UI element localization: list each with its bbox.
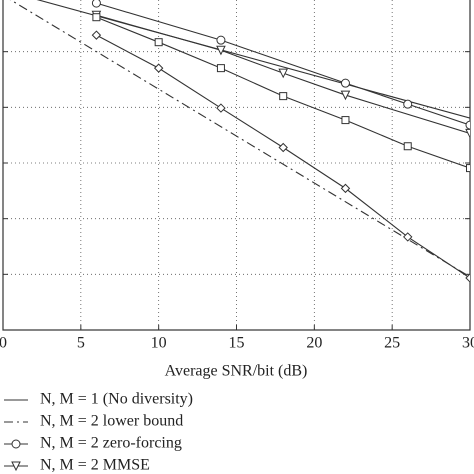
marker [340,183,351,194]
marker [465,273,470,283]
marker [403,232,413,242]
marker [279,92,288,101]
x-tick-label: 5 [77,335,85,352]
x-tick-label: 30 [462,335,474,352]
marker [465,120,470,130]
x-tick-label: 15 [229,335,245,352]
x-tick-label: 0 [0,335,7,352]
marker [11,461,21,472]
marker [216,45,226,56]
marker [216,64,225,73]
marker [91,0,101,8]
marker [154,38,163,47]
marker [340,78,350,88]
x-tick-label: 10 [151,335,167,352]
marker [91,30,102,40]
legend-label: N, M = 2 lower bound [40,413,183,430]
marker [466,164,470,173]
series-line [9,0,470,278]
marker [92,13,101,22]
marker [278,68,289,79]
marker [216,35,226,45]
legend-label: N, M = 2 MMSE [40,457,150,474]
plot-area [9,0,470,283]
legend-label: N, M = 2 zero-forcing [40,435,182,452]
marker [341,116,350,125]
marker [403,142,412,151]
marker [403,99,413,109]
series-line [36,0,470,119]
x-tick-label: 25 [384,335,400,352]
marker [465,128,470,139]
marker [153,63,164,73]
marker [278,142,288,153]
marker [340,90,351,101]
x-axis-label: Average SNR/bit (dB) [165,363,308,380]
series-line [96,2,470,126]
plot-frame [2,0,471,331]
x-tick-label: 20 [306,335,322,352]
marker [216,103,226,113]
legend-label: N, M = 1 (No diversity) [40,391,193,408]
marker [11,439,21,449]
